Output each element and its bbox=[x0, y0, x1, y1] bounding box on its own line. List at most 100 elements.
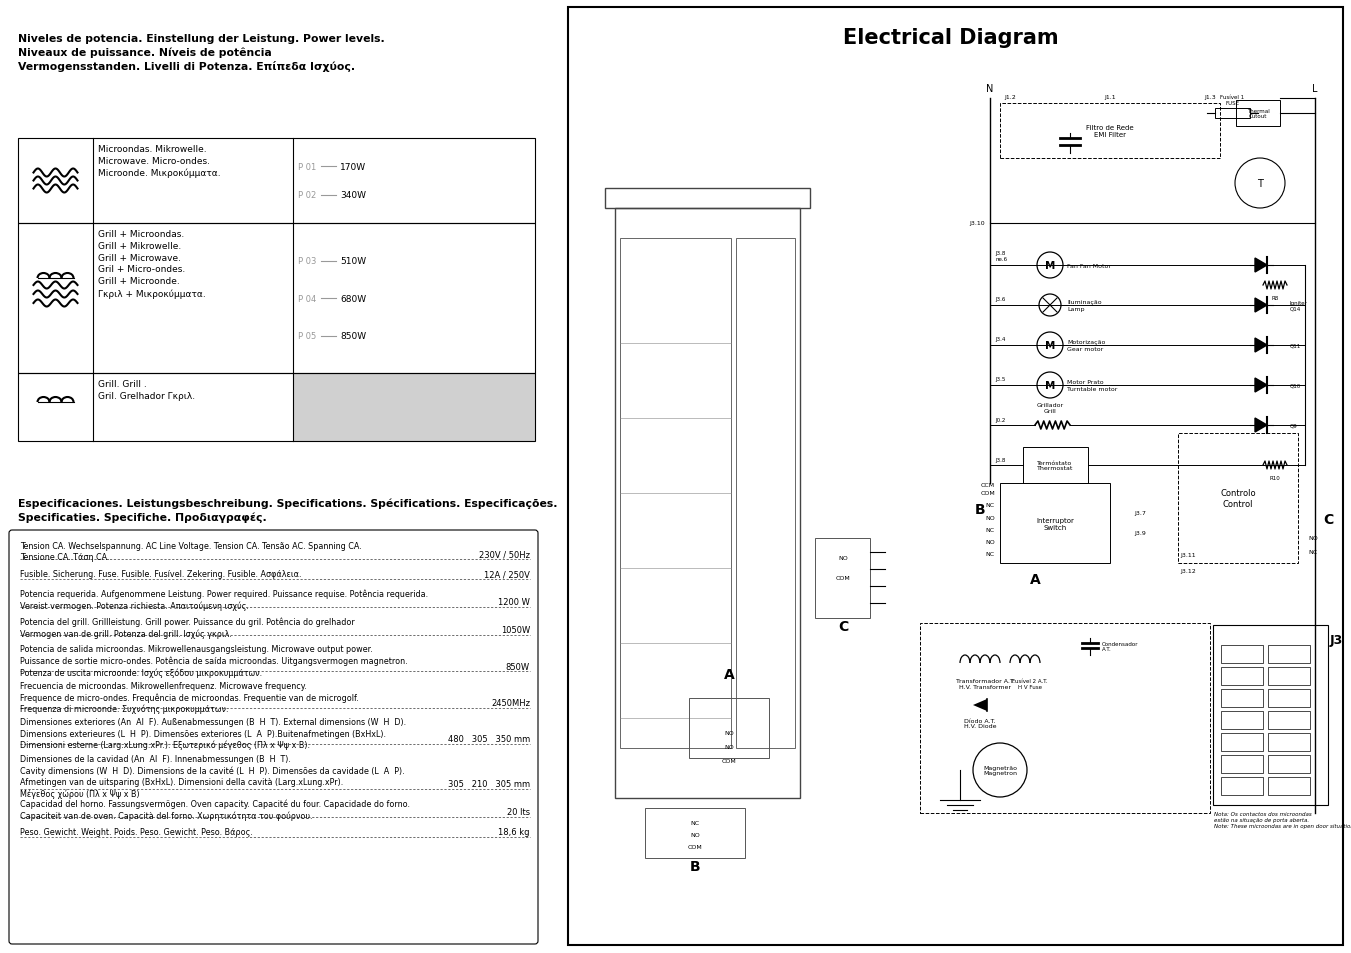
Text: J3.5: J3.5 bbox=[994, 376, 1005, 381]
Text: CCM: CCM bbox=[981, 483, 994, 488]
Text: Fan Fan Motor: Fan Fan Motor bbox=[1067, 263, 1111, 268]
Bar bbox=[620, 239, 731, 748]
Text: C: C bbox=[1323, 513, 1333, 526]
Text: Potencia del grill. Grillleistung. Grill power. Puissance du gril. Potência do g: Potencia del grill. Grillleistung. Grill… bbox=[20, 617, 355, 639]
Text: 230V / 50Hz: 230V / 50Hz bbox=[480, 550, 530, 558]
Text: T: T bbox=[1256, 179, 1263, 189]
Text: NC: NC bbox=[986, 527, 994, 532]
Text: NO: NO bbox=[724, 744, 734, 750]
Bar bbox=[1178, 434, 1298, 563]
Text: 850W: 850W bbox=[505, 661, 530, 671]
Text: Potencia de salida microondas. Mikrowellenausgangsleistung. Microwave output pow: Potencia de salida microondas. Mikrowell… bbox=[20, 645, 408, 678]
Text: 2450MHz: 2450MHz bbox=[490, 699, 530, 707]
Text: 510W: 510W bbox=[340, 256, 366, 266]
Text: Microondas. Mikrowelle.
Microwave. Micro-ondes.
Microonde. Μικροκύμματα.: Microondas. Mikrowelle. Microwave. Micro… bbox=[99, 145, 220, 178]
Bar bbox=[1269, 711, 1310, 729]
Bar bbox=[615, 209, 800, 799]
Text: 1050W: 1050W bbox=[501, 625, 530, 635]
Bar bbox=[1215, 109, 1250, 119]
Bar bbox=[1269, 755, 1310, 773]
Text: J3.8: J3.8 bbox=[994, 457, 1005, 462]
Text: A: A bbox=[1029, 573, 1040, 586]
Text: Potencia requerida. Aufgenommene Leistung. Power required. Puissance requise. Po: Potencia requerida. Aufgenommene Leistun… bbox=[20, 589, 428, 610]
Polygon shape bbox=[1255, 418, 1267, 433]
Text: Controlo
Control: Controlo Control bbox=[1220, 489, 1256, 508]
Text: Transformador A.T.
H.V. Transformer: Transformador A.T. H.V. Transformer bbox=[955, 679, 1015, 689]
Bar bbox=[920, 623, 1210, 813]
Text: Grill + Microondas.
Grill + Mikrowelle.
Grill + Microwave.
Gril + Micro-ondes.
G: Grill + Microondas. Grill + Mikrowelle. … bbox=[99, 230, 205, 298]
Text: P 01: P 01 bbox=[299, 163, 316, 172]
Text: Dimensiones de la cavidad (An  Al  F). Innenabmessungen (B  H  T).
Cavity dimens: Dimensiones de la cavidad (An Al F). Inn… bbox=[20, 754, 405, 798]
Bar bbox=[1221, 711, 1263, 729]
Text: R10: R10 bbox=[1270, 476, 1281, 480]
Text: Dimensiones exteriores (An  Al  F). Außenabmessungen (B  H  T). External dimensi: Dimensiones exteriores (An Al F). Außena… bbox=[20, 718, 407, 750]
Bar bbox=[1221, 778, 1263, 795]
Text: A: A bbox=[724, 667, 735, 681]
Bar bbox=[1269, 689, 1310, 707]
Text: J3.4: J3.4 bbox=[994, 336, 1005, 341]
Text: Q11: Q11 bbox=[1290, 343, 1301, 348]
Text: Electrical Diagram: Electrical Diagram bbox=[843, 28, 1059, 48]
Text: J3.9: J3.9 bbox=[1133, 531, 1146, 536]
Text: NO: NO bbox=[1308, 536, 1317, 541]
Text: NO: NO bbox=[985, 539, 994, 544]
Text: Condensador
A.T.: Condensador A.T. bbox=[1102, 641, 1139, 652]
Text: 340W: 340W bbox=[340, 191, 366, 200]
Text: J1.2: J1.2 bbox=[1004, 95, 1016, 100]
Text: COM: COM bbox=[721, 759, 736, 763]
Text: J3.10: J3.10 bbox=[970, 221, 985, 226]
Bar bbox=[1221, 755, 1263, 773]
Text: B: B bbox=[975, 502, 986, 517]
Text: Niveles de potencia. Einstellung der Leistung. Power levels.
Niveaux de puissanc: Niveles de potencia. Einstellung der Lei… bbox=[18, 34, 385, 72]
Text: Q9: Q9 bbox=[1290, 423, 1298, 428]
Text: Especificaciones. Leistungsbeschreibung. Specifications. Spécifications. Especif: Especificaciones. Leistungsbeschreibung.… bbox=[18, 498, 558, 523]
Text: M: M bbox=[1044, 380, 1055, 391]
Text: M: M bbox=[1044, 261, 1055, 271]
Text: J3.7: J3.7 bbox=[1133, 511, 1146, 516]
Text: NC: NC bbox=[986, 551, 994, 556]
Text: Interruptor
Switch: Interruptor Switch bbox=[1036, 517, 1074, 530]
Bar bbox=[1269, 778, 1310, 795]
Text: COM: COM bbox=[981, 491, 994, 496]
Text: J3.8
ne.6: J3.8 ne.6 bbox=[994, 251, 1006, 262]
Text: Peso. Gewicht. Weight. Poids. Peso. Gewicht. Peso. Βάρος.: Peso. Gewicht. Weight. Poids. Peso. Gewi… bbox=[20, 827, 253, 836]
Polygon shape bbox=[973, 700, 988, 711]
Bar bbox=[1269, 733, 1310, 751]
Text: B: B bbox=[690, 859, 700, 873]
Bar bbox=[293, 374, 535, 441]
Text: 170W: 170W bbox=[340, 163, 366, 172]
Text: J0.2: J0.2 bbox=[994, 417, 1005, 422]
Text: R8: R8 bbox=[1271, 295, 1278, 301]
Bar bbox=[1000, 483, 1111, 563]
Bar bbox=[1221, 689, 1263, 707]
Text: P 02: P 02 bbox=[299, 191, 316, 200]
Text: 480   305   350 mm: 480 305 350 mm bbox=[447, 735, 530, 743]
Polygon shape bbox=[1255, 378, 1267, 393]
Text: NC: NC bbox=[986, 503, 994, 508]
Text: Q10: Q10 bbox=[1290, 383, 1301, 388]
Text: 305   210   305 mm: 305 210 305 mm bbox=[449, 780, 530, 789]
Text: Motorização
Gear motor: Motorização Gear motor bbox=[1067, 340, 1105, 352]
Bar bbox=[736, 239, 794, 748]
Text: Filtro de Rede
EMI Filter: Filtro de Rede EMI Filter bbox=[1086, 125, 1133, 138]
Text: COM: COM bbox=[836, 576, 850, 581]
Text: J3.12: J3.12 bbox=[1179, 569, 1196, 574]
Text: NO: NO bbox=[724, 731, 734, 736]
Text: J1.3: J1.3 bbox=[1204, 95, 1216, 100]
Bar bbox=[18, 224, 535, 374]
Bar bbox=[1269, 667, 1310, 685]
Text: P 03: P 03 bbox=[299, 256, 316, 266]
Text: J3: J3 bbox=[1329, 634, 1343, 646]
Bar bbox=[815, 538, 870, 618]
Text: 680W: 680W bbox=[340, 294, 366, 303]
Text: J1.1: J1.1 bbox=[1104, 95, 1116, 100]
Text: NO: NO bbox=[838, 556, 848, 561]
Text: C: C bbox=[838, 619, 848, 634]
Bar bbox=[1221, 667, 1263, 685]
Text: Grill. Grill .
Gril. Grelhador Γκριλ.: Grill. Grill . Gril. Grelhador Γκριλ. bbox=[99, 379, 195, 400]
Bar bbox=[18, 139, 535, 224]
Text: Frecuencia de microondas. Mikrowellenfrequenz. Microwave frequency.
Frequence de: Frecuencia de microondas. Mikrowellenfre… bbox=[20, 681, 359, 714]
Text: Nota: Os contactos dos microondas
estão na situação de porta aberta.
Note: These: Nota: Os contactos dos microondas estão … bbox=[1215, 811, 1351, 828]
Text: 1200 W: 1200 W bbox=[499, 598, 530, 606]
Text: P 04: P 04 bbox=[299, 294, 316, 303]
